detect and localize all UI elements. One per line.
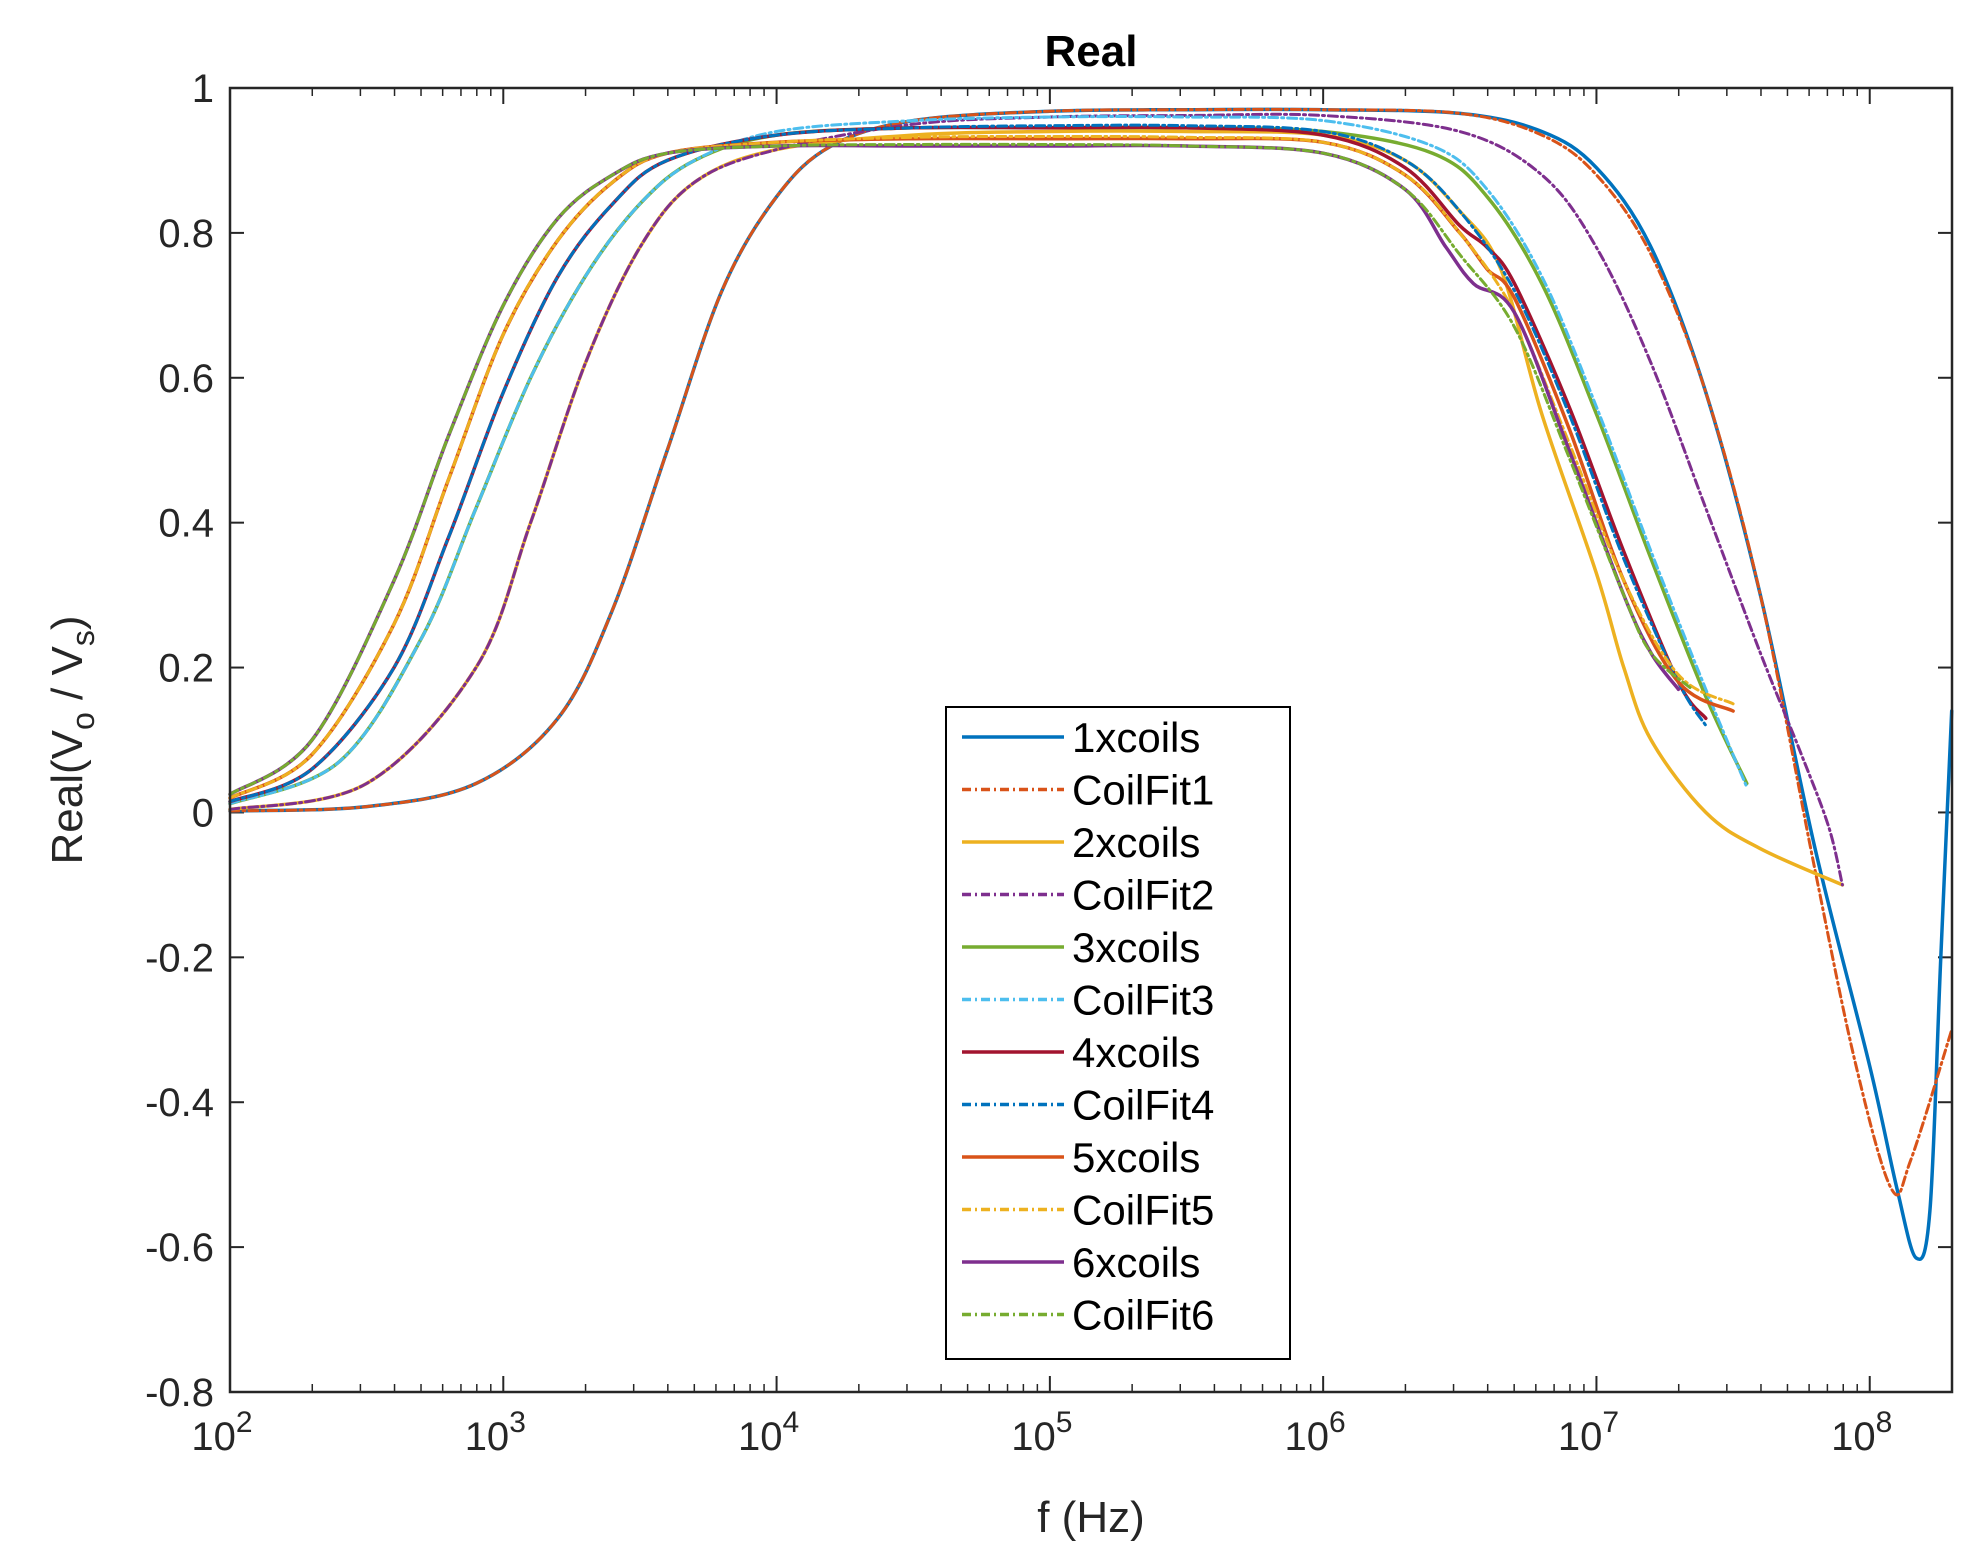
- x-tick-base: 10: [1558, 1415, 1603, 1459]
- y-axis-title-main: Real(V: [43, 729, 92, 864]
- legend-label-4xcoils: 4xcoils: [1072, 1029, 1200, 1076]
- y-axis-title-sub2: s: [65, 630, 101, 646]
- y-tick-label: -0.6: [145, 1226, 214, 1270]
- x-axis-title: f (Hz): [1037, 1493, 1145, 1542]
- x-tick-label: 107: [1558, 1406, 1619, 1459]
- y-tick-label: -0.2: [145, 936, 214, 980]
- x-tick-label: 108: [1831, 1406, 1892, 1459]
- x-tick-base: 10: [191, 1415, 236, 1459]
- x-tick-base: 10: [1285, 1415, 1330, 1459]
- x-tick-label: 106: [1285, 1406, 1346, 1459]
- y-axis-title-sub1: o: [65, 712, 101, 730]
- legend-box: [945, 706, 1291, 1360]
- series-line-coilfit6: [228, 142, 1694, 796]
- x-tick-exponent: 7: [1602, 1406, 1619, 1439]
- series-line-2xcoils: [228, 129, 1845, 887]
- y-tick-label: 0.8: [158, 212, 214, 256]
- x-tick-exponent: 5: [1056, 1406, 1073, 1439]
- axes-box: [228, 86, 1954, 1394]
- y-tick-label: 0.6: [158, 357, 214, 401]
- x-tick-exponent: 4: [782, 1406, 799, 1439]
- y-tick-label: 1: [192, 67, 214, 111]
- x-tick-exponent: 6: [1329, 1406, 1346, 1439]
- x-tick-label: 104: [738, 1406, 799, 1459]
- legend-label-coilfit3: CoilFit3: [1072, 977, 1214, 1024]
- legend-label-coilfit1: CoilFit1: [1072, 767, 1214, 814]
- legend-label-6xcoils: 6xcoils: [1072, 1239, 1200, 1286]
- x-tick-exponent: 8: [1876, 1406, 1893, 1439]
- y-tick-label: -0.8: [145, 1371, 214, 1415]
- chart-title: Real: [1045, 27, 1138, 76]
- x-tick-base: 10: [738, 1415, 783, 1459]
- series-line-coilfit3: [228, 115, 1749, 806]
- x-tick-base: 10: [465, 1415, 510, 1459]
- y-tick-label: 0.2: [158, 647, 214, 691]
- y-axis-title-end: ): [43, 616, 92, 631]
- legend-label-coilfit4: CoilFit4: [1072, 1082, 1214, 1129]
- x-tick-exponent: 2: [236, 1406, 253, 1439]
- y-tick-label: -0.4: [145, 1081, 214, 1125]
- y-axis-title-mid: / V: [43, 646, 92, 713]
- legend-label-3xcoils: 3xcoils: [1072, 924, 1200, 971]
- x-tick-label: 102: [191, 1406, 252, 1459]
- x-tick-exponent: 3: [509, 1406, 526, 1439]
- series-line-coilfit2: [228, 112, 1844, 887]
- series-line-coilfit4: [228, 123, 1708, 804]
- y-tick-label: 0: [192, 791, 214, 835]
- legend-label-2xcoils: 2xcoils: [1072, 819, 1200, 866]
- series-layer: [228, 107, 1954, 1261]
- x-tick-base: 10: [1011, 1415, 1056, 1459]
- legend: 1xcoils CoilFit1 2xcoils CoilFit2 3xcoils Coi…: [945, 706, 1291, 1360]
- x-tick-label: 105: [1011, 1406, 1072, 1459]
- x-tick-label: 103: [465, 1406, 526, 1459]
- y-tick-label: 0.4: [158, 502, 214, 546]
- legend-label-5xcoils: 5xcoils: [1072, 1134, 1200, 1181]
- series-line-coilfit1: [228, 107, 1954, 1197]
- legend-label-coilfit5: CoilFit5: [1072, 1187, 1214, 1234]
- legend-label-1xcoils: 1xcoils: [1072, 714, 1200, 761]
- legend-label-coilfit6: CoilFit6: [1072, 1292, 1214, 1339]
- legend-label-coilfit2: CoilFit2: [1072, 872, 1214, 919]
- y-axis-title: Real(Vo / Vs): [43, 616, 101, 865]
- series-line-coilfit5: [228, 134, 1735, 800]
- x-tick-base: 10: [1831, 1415, 1876, 1459]
